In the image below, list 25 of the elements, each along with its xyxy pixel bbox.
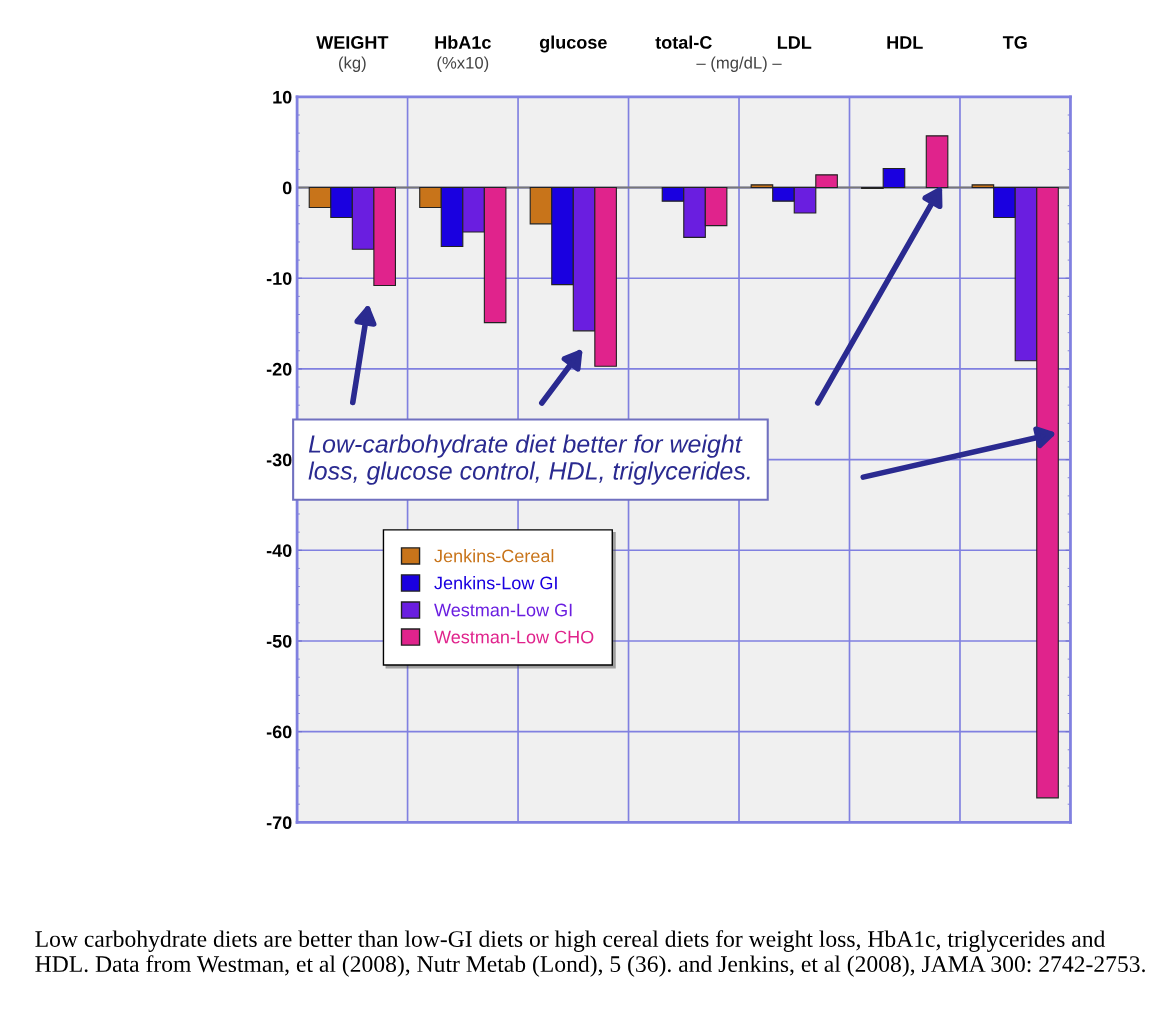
y-tick-label: -20	[266, 362, 292, 376]
x-tick-label: glucose	[539, 35, 607, 53]
x-tick-label: HDL	[887, 36, 923, 49]
y-tick-label: -50	[266, 634, 292, 648]
x-tick-label: total-C	[655, 35, 712, 49]
y-tick-label: -40	[266, 544, 292, 557]
text: Low carbohydrate diets are better than low-GI diets or high cereal diets for weight loss, HbA1c, triglycerides and HDL. Data from Westman, et al (2008), Nutr Metab (Lond), 5 (36). and Jenkins, et al (2008), JAMA 300: 2742-2753.	[35, 930, 1145, 977]
y-tick-label: 0	[282, 181, 292, 195]
y-tick-label: -70	[266, 816, 292, 830]
text: – (mg/dL) –	[696, 56, 782, 72]
legend-label: Jenkins-Cereal	[434, 549, 554, 563]
legend-label: Westman-Low CHO	[434, 630, 594, 644]
y-tick-label: -30	[266, 453, 292, 467]
legend-label: Westman-Low GI	[434, 603, 572, 617]
x-tick-label: WEIGHT	[316, 36, 389, 49]
x-tick-label: LDL	[777, 36, 812, 49]
annotation: Low-carbohydrate diet better for weight loss, glucose control, HDL, triglycerides.	[308, 434, 750, 485]
y-tick-label: 10	[273, 90, 292, 104]
x-tick-label: TG	[1002, 36, 1027, 49]
legend-label: Jenkins-Low GI	[434, 576, 557, 590]
text: (%x10)	[437, 56, 489, 72]
text: (kg)	[339, 56, 366, 72]
x-tick-label: HbA1c	[435, 35, 491, 49]
y-tick-label: -60	[266, 725, 292, 739]
y-tick-label: -10	[266, 272, 292, 285]
